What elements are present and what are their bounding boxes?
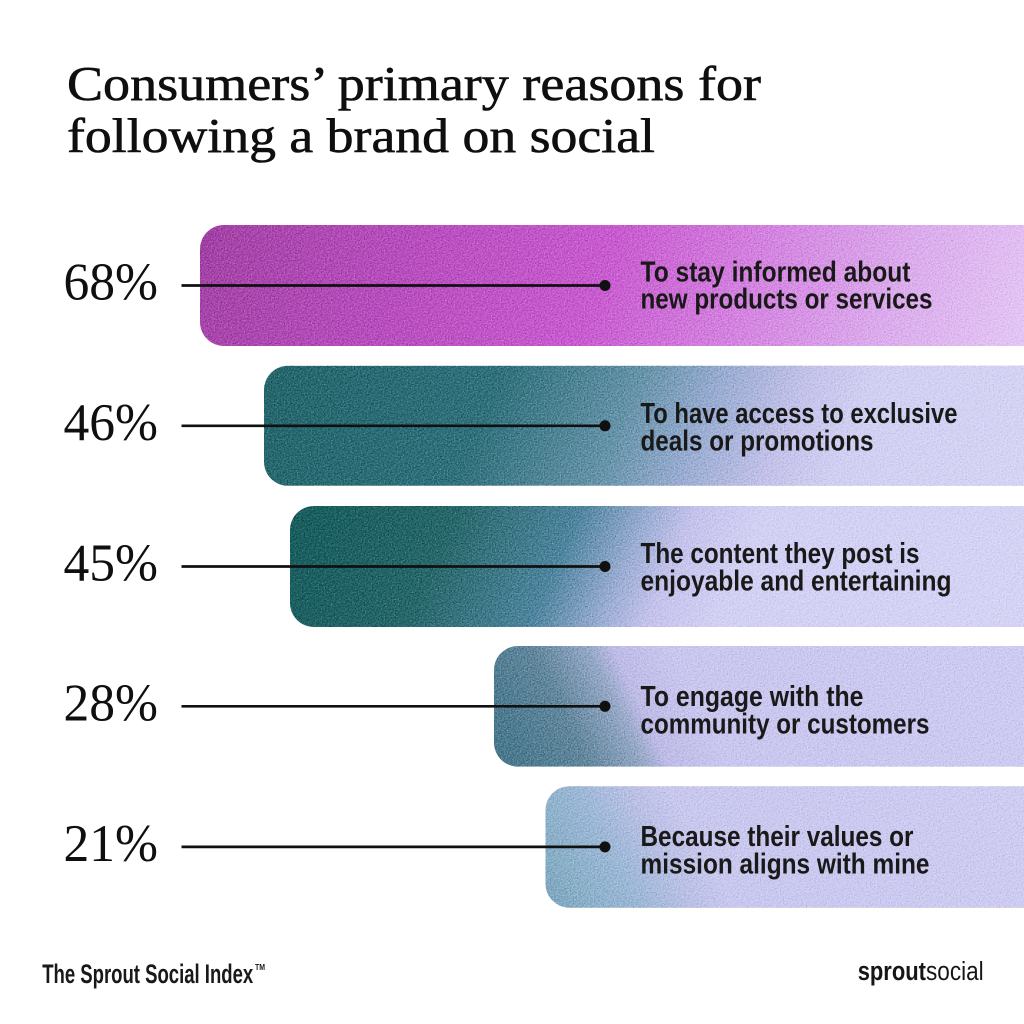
svg-text:To stay informed about: To stay informed about — [641, 256, 911, 288]
svg-text:deals or promotions: deals or promotions — [641, 426, 874, 458]
svg-text:68%: 68% — [64, 254, 159, 312]
svg-text:sproutsocial: sproutsocial — [858, 958, 984, 986]
svg-text:To engage with the: To engage with the — [641, 681, 864, 713]
svg-text:46%: 46% — [64, 394, 159, 452]
svg-text:The Sprout Social Index: The Sprout Social Index — [42, 959, 253, 989]
svg-text:Because their values or: Because their values or — [641, 821, 914, 853]
svg-text:TM: TM — [255, 962, 265, 972]
svg-text:45%: 45% — [64, 535, 159, 593]
svg-text:community or customers: community or customers — [641, 708, 930, 740]
svg-text:The content they post is: The content they post is — [641, 538, 920, 570]
svg-text:28%: 28% — [64, 674, 159, 732]
svg-text:new products or services: new products or services — [641, 284, 933, 316]
svg-text:21%: 21% — [64, 815, 159, 873]
svg-text:mission aligns with mine: mission aligns with mine — [641, 848, 930, 880]
svg-text:To have access to exclusive: To have access to exclusive — [641, 398, 958, 430]
svg-text:enjoyable and entertaining: enjoyable and entertaining — [641, 566, 952, 598]
svg-text:Consumers’ primary reasons for: Consumers’ primary reasons for — [67, 58, 761, 111]
svg-text:following a brand on social: following a brand on social — [67, 110, 655, 163]
